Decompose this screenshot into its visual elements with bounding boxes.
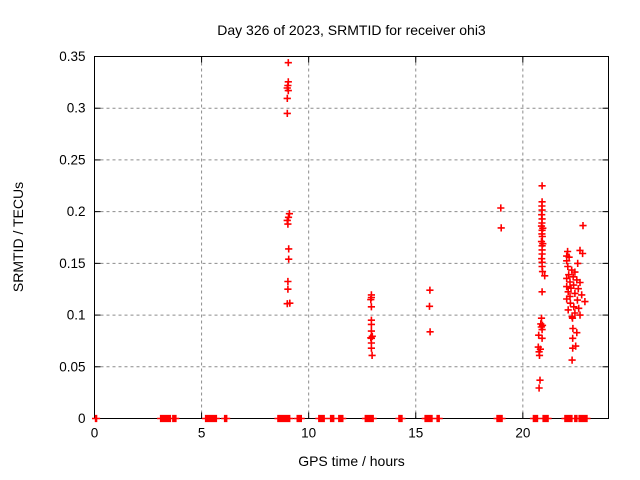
x-tick-label: 20 — [515, 426, 530, 441]
x-tick-label: 5 — [198, 426, 206, 441]
plot-border — [94, 56, 609, 419]
y-tick-label: 0.3 — [67, 101, 86, 116]
y-tick-label: 0.2 — [67, 204, 86, 219]
y-tick-label: 0.35 — [59, 49, 85, 64]
data-points — [283, 59, 589, 392]
chart-title: Day 326 of 2023, SRMTID for receiver ohi… — [217, 22, 486, 38]
x-axis-label: GPS time / hours — [298, 453, 405, 469]
y-tick-label: 0 — [78, 411, 86, 426]
x-tick-label: 10 — [301, 426, 316, 441]
y-tick-label: 0.05 — [59, 359, 85, 374]
y-tick-label: 0.25 — [59, 152, 85, 167]
y-tick-label: 0.15 — [59, 256, 85, 271]
zero-line-points — [92, 414, 591, 423]
x-tick-label: 15 — [408, 426, 423, 441]
y-tick-label: 0.1 — [67, 308, 86, 323]
x-tick-label: 0 — [91, 426, 99, 441]
